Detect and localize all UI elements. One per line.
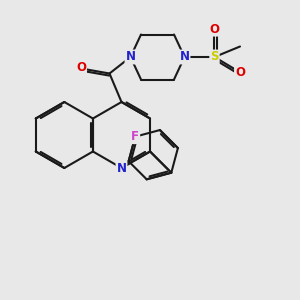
Text: O: O	[209, 22, 220, 36]
Text: O: O	[235, 66, 245, 80]
Text: N: N	[116, 161, 127, 175]
Text: N: N	[179, 50, 190, 64]
Text: F: F	[131, 130, 139, 143]
Text: O: O	[76, 61, 86, 74]
Text: S: S	[210, 50, 219, 64]
Text: N: N	[125, 50, 136, 64]
